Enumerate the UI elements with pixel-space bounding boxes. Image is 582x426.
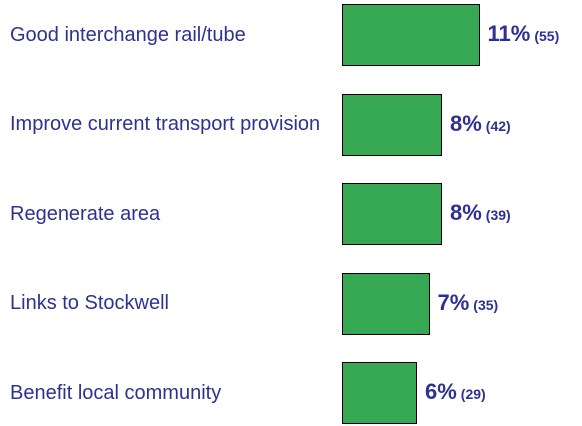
category-label: Benefit local community <box>10 381 222 404</box>
category-label: Regenerate area <box>10 202 161 225</box>
value-label: 8% <box>450 110 482 136</box>
value-label: 7% <box>437 289 470 315</box>
count-label: (55) <box>534 28 560 44</box>
bar <box>342 4 480 66</box>
bar <box>342 362 417 424</box>
count-label: (39) <box>485 207 511 223</box>
data-label: 8% (39) <box>450 200 511 226</box>
data-label: 11% (55) <box>488 21 560 47</box>
category-label: Good interchange rail/tube <box>10 23 246 46</box>
data-label: 8% (42) <box>450 111 511 137</box>
value-label: 11% <box>487 21 531 46</box>
value-label: 8% <box>450 200 482 225</box>
value-label: 6% <box>425 379 457 404</box>
bar <box>342 93 442 156</box>
bar <box>342 272 430 335</box>
category-label: Improve current transport provision <box>10 113 321 135</box>
count-label: (42) <box>485 117 511 134</box>
count-label: (29) <box>460 386 486 402</box>
category-label: Links to Stockwell <box>10 292 169 314</box>
data-label: 7% (35) <box>438 290 499 316</box>
data-label: 6% (29) <box>425 379 486 405</box>
count-label: (35) <box>473 296 499 313</box>
bar <box>342 183 442 245</box>
